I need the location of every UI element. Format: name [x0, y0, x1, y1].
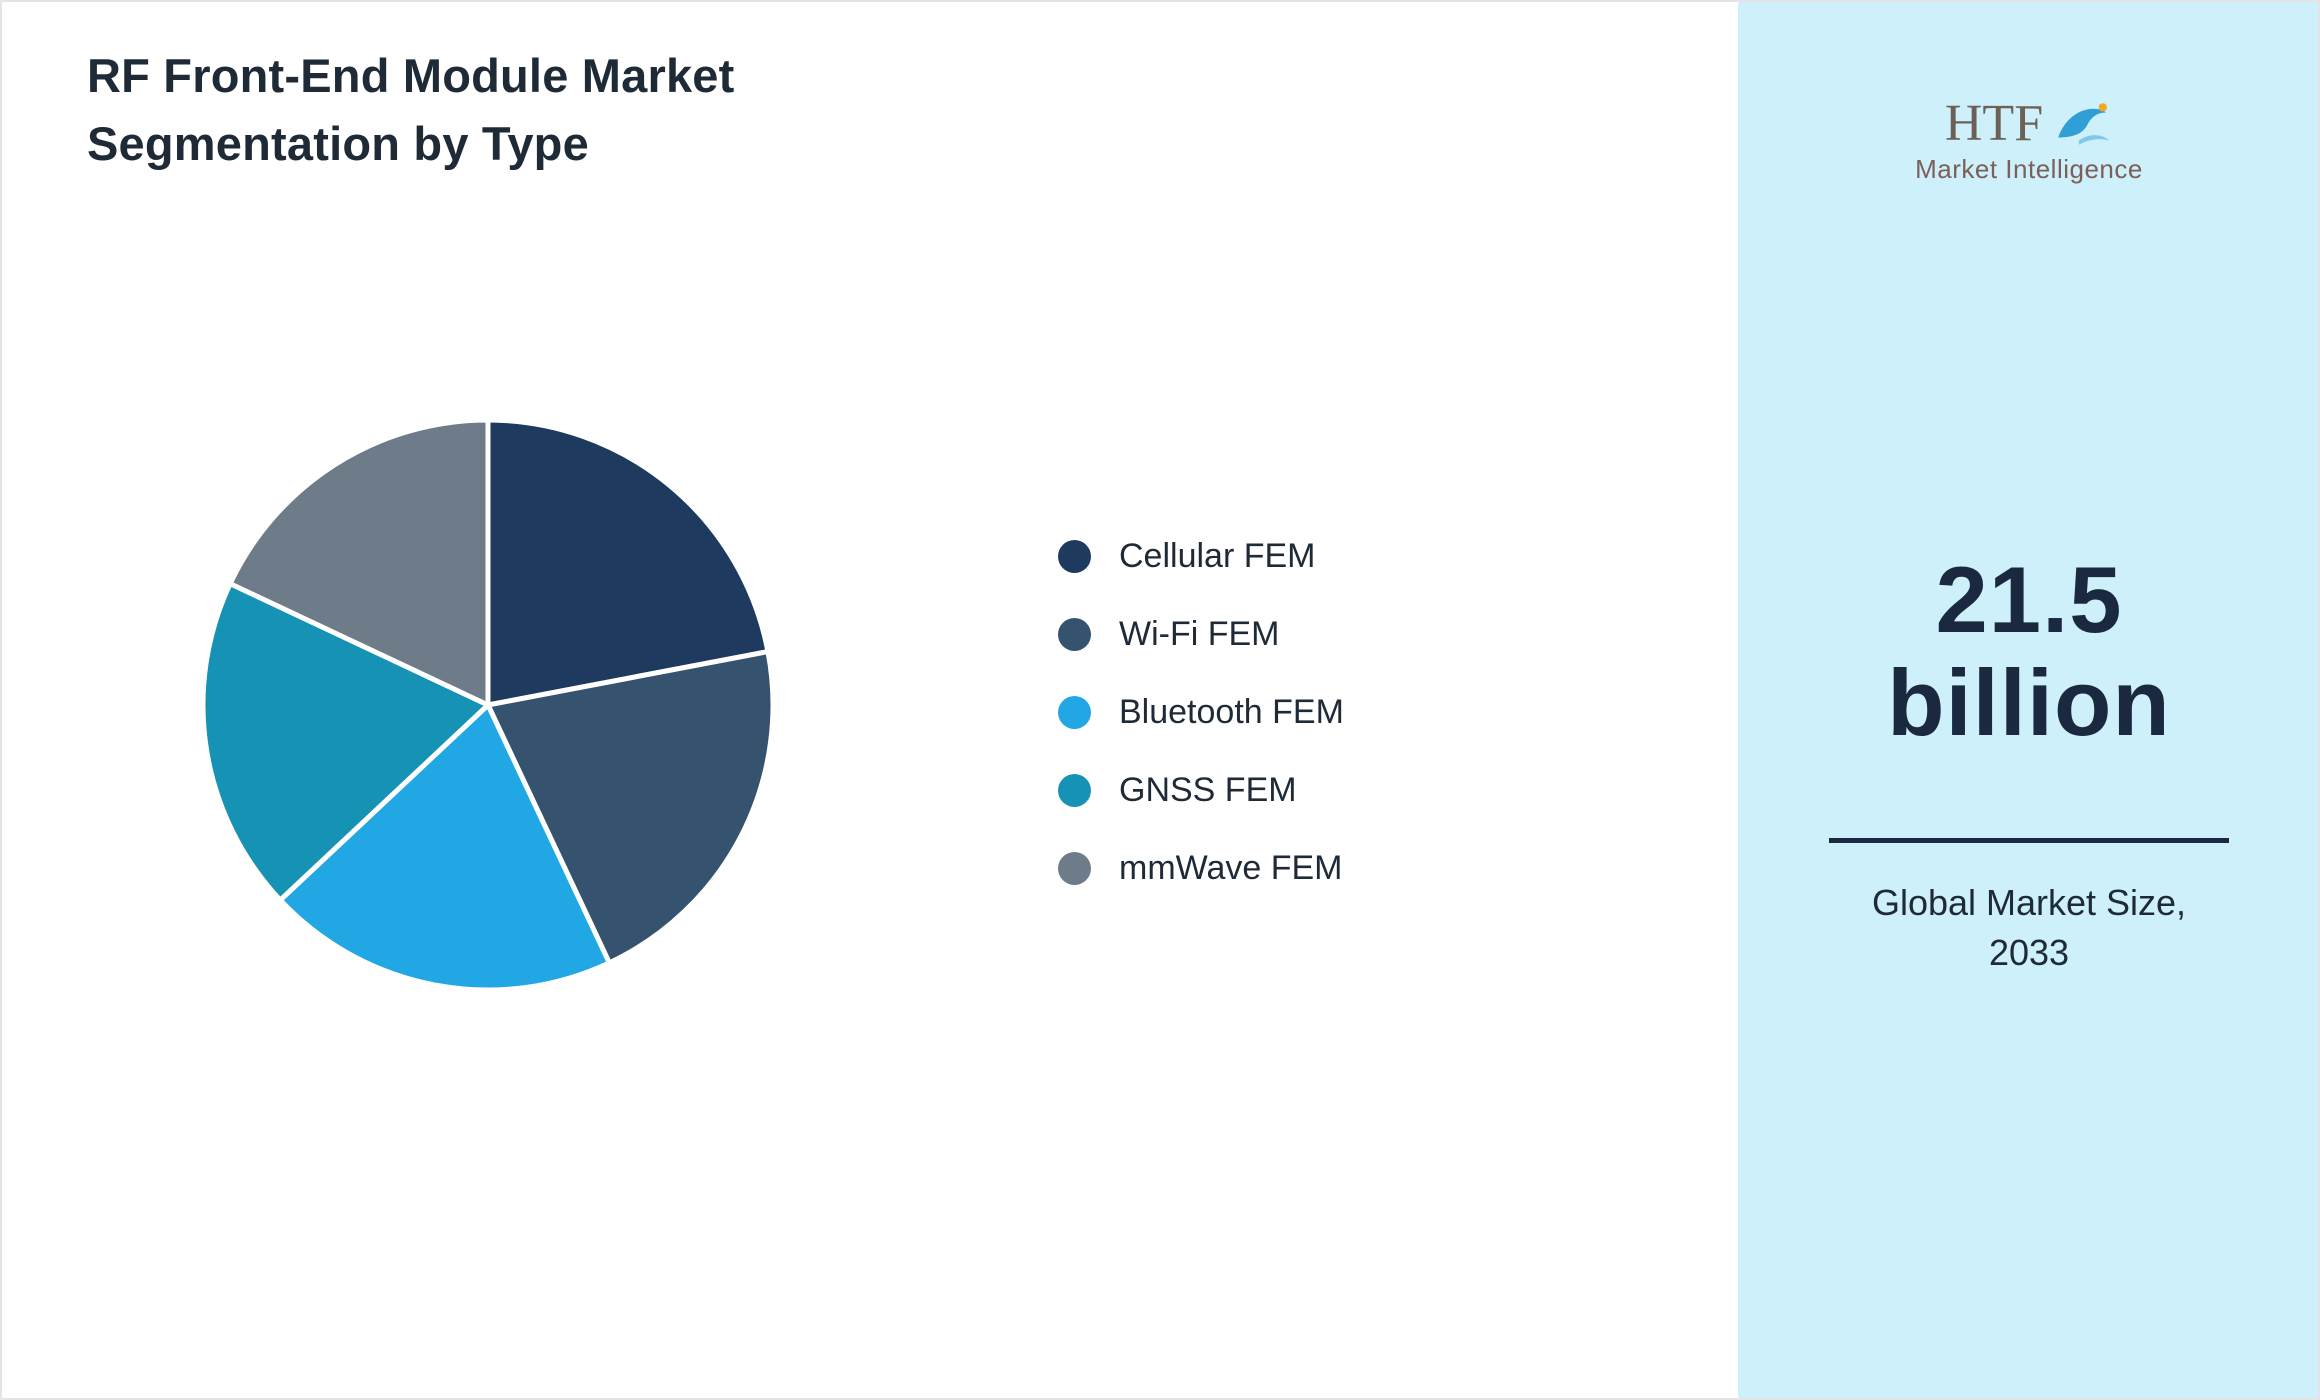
- dolphin-icon: [2058, 103, 2110, 145]
- pie-chart-container: [188, 405, 788, 1005]
- caption-line-2: 2033: [1988, 932, 2070, 974]
- legend-swatch: [1058, 539, 1091, 573]
- legend-label: GNSS FEM: [1119, 770, 1297, 809]
- pie-slice-gnss-fem: [200, 581, 491, 903]
- pie-slice-cellular-fem: [485, 417, 771, 708]
- pie-slice-bluetooth-fem: [277, 702, 612, 993]
- market-size-number: 21.5: [1935, 547, 2123, 652]
- logo-text: HTF: [1944, 95, 2044, 152]
- legend-swatch: [1058, 851, 1091, 885]
- brand-logo: HTF Market Intelligence: [1738, 98, 2320, 185]
- pie-slice-wi-fi-fem: [485, 649, 776, 966]
- legend-item: mmWave FEM: [1058, 848, 1344, 888]
- logo-subtitle: Market Intelligence: [1915, 154, 2143, 184]
- legend-item: Wi-Fi FEM: [1058, 614, 1344, 654]
- market-size-value: 21.5 billion: [1738, 548, 2320, 755]
- pie-slice-mmwave-fem: [227, 417, 491, 708]
- divider-line: [1829, 838, 2229, 843]
- market-size-caption: Global Market Size, 2033: [1738, 878, 2320, 979]
- legend-swatch: [1058, 695, 1091, 729]
- legend-label: mmWave FEM: [1119, 848, 1343, 887]
- legend-item: GNSS FEM: [1058, 770, 1344, 810]
- legend-swatch: [1058, 773, 1091, 807]
- legend-label: Bluetooth FEM: [1119, 692, 1344, 731]
- legend-label: Wi-Fi FEM: [1119, 614, 1280, 653]
- market-size-unit: billion: [1887, 650, 2171, 756]
- legend: Cellular FEM Wi-Fi FEM Bluetooth FEM GNSS F…: [1058, 536, 1344, 888]
- caption-line-1: Global Market Size,: [1871, 882, 2187, 923]
- legend-label: Cellular FEM: [1119, 536, 1316, 575]
- legend-item: Cellular FEM: [1058, 536, 1344, 576]
- legend-swatch: [1058, 617, 1091, 651]
- page-title: RF Front-End Module Market Segmentation …: [87, 49, 735, 171]
- legend-item: Bluetooth FEM: [1058, 692, 1344, 732]
- side-panel: HTF Market Intelligence 21.5 billion Glo…: [1738, 0, 2320, 1400]
- pie-chart: [200, 417, 776, 993]
